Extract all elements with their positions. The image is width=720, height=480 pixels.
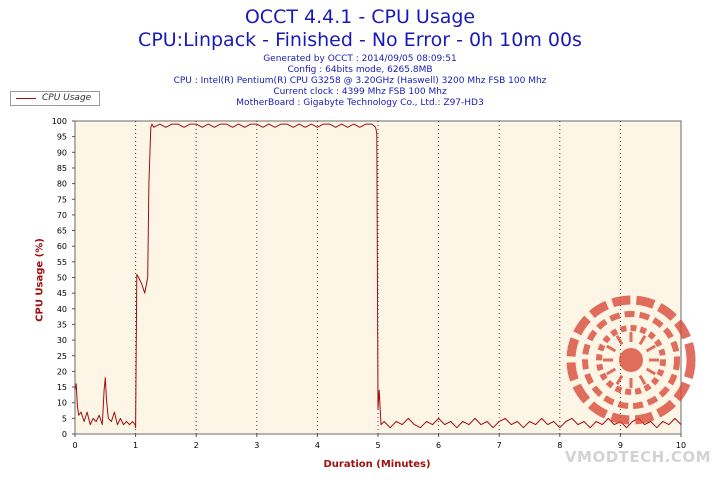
x-tick-label: 10 <box>676 441 686 450</box>
watermark-ring <box>596 325 666 395</box>
x-tick-label: 0 <box>72 441 77 450</box>
axes: 0 1 2 3 4 5 6 7 8 9 100510152025303540455055606570… <box>52 117 686 450</box>
chart-header: OCCT 4.4.1 - CPU Usage CPU:Linpack - Fin… <box>0 6 720 109</box>
x-tick-label: 8 <box>557 441 562 450</box>
y-tick-label: 5 <box>62 414 67 423</box>
y-axis-label: CPU Usage (%) <box>34 238 46 322</box>
y-tick-label: 60 <box>57 242 67 251</box>
chart-legend: CPU Usage <box>10 91 100 106</box>
watermark-spoke <box>606 367 617 376</box>
info-clock: Current clock : 4399 Mhz FSB 100 Mhz <box>273 87 447 97</box>
x-axis-label: Duration (Minutes) <box>323 459 431 470</box>
y-tick-label: 35 <box>57 320 67 329</box>
watermark-spoke <box>615 374 624 385</box>
y-tick-label: 70 <box>57 211 67 220</box>
x-tick-label: 3 <box>254 441 259 450</box>
watermark-spoke <box>645 367 656 376</box>
info-config: Config : 64bits mode, 6265.8MB <box>287 65 433 75</box>
y-tick-label: 65 <box>57 227 67 236</box>
y-tick-label: 75 <box>57 195 67 204</box>
watermark-ring <box>566 295 696 425</box>
watermark-spoke <box>638 374 647 385</box>
y-tick-label: 10 <box>57 399 67 408</box>
x-tick-label: 5 <box>375 441 380 450</box>
y-tick-label: 80 <box>57 180 67 189</box>
info-motherboard: MotherBoard : Gigabyte Technology Co., L… <box>236 98 484 108</box>
series-group <box>74 123 682 429</box>
x-tick-label: 7 <box>497 441 502 450</box>
watermark-logo: VMODTECH.COM <box>565 295 711 466</box>
chart-subtitle: CPU:Linpack - Finished - No Error - 0h 1… <box>138 29 582 51</box>
y-tick-label: 20 <box>57 367 67 376</box>
watermark-core <box>619 348 643 372</box>
legend-label: CPU Usage <box>42 93 92 103</box>
y-tick-label: 90 <box>57 148 67 157</box>
y-tick-label: 85 <box>57 164 67 173</box>
x-tick-label: 6 <box>436 441 441 450</box>
watermark-spoke <box>615 335 624 346</box>
info-generated: Generated by OCCT : 2014/09/05 08:09:51 <box>263 54 457 64</box>
info-cpu: CPU : Intel(R) Pentium(R) CPU G3258 @ 3.… <box>173 76 547 86</box>
y-tick-label: 40 <box>57 305 67 314</box>
info-block: Generated by OCCT : 2014/09/05 08:09:51 … <box>0 54 720 109</box>
x-tick-label: 4 <box>315 441 320 450</box>
y-tick-label: 30 <box>57 336 67 345</box>
legend-swatch <box>16 98 36 99</box>
watermark-text: VMODTECH.COM <box>565 448 711 466</box>
watermark-spoke <box>638 335 647 346</box>
y-tick-label: 15 <box>57 383 67 392</box>
y-tick-label: 45 <box>57 289 67 298</box>
y-tick-label: 55 <box>57 258 67 267</box>
y-tick-label: 25 <box>57 352 67 361</box>
y-tick-label: 95 <box>57 133 67 142</box>
x-tick-label: 2 <box>194 441 199 450</box>
cpu-usage-series-line <box>74 123 682 429</box>
x-tick-label: 1 <box>133 441 138 450</box>
watermark-ring <box>582 311 680 409</box>
y-tick-label: 50 <box>57 274 67 283</box>
y-tick-label: 0 <box>62 430 67 439</box>
chart-title: OCCT 4.4.1 - CPU Usage <box>244 6 476 28</box>
y-tick-label: 100 <box>52 117 67 126</box>
watermark-spoke <box>606 344 617 353</box>
watermark-spoke <box>645 344 656 353</box>
x-tick-label: 9 <box>618 441 623 450</box>
